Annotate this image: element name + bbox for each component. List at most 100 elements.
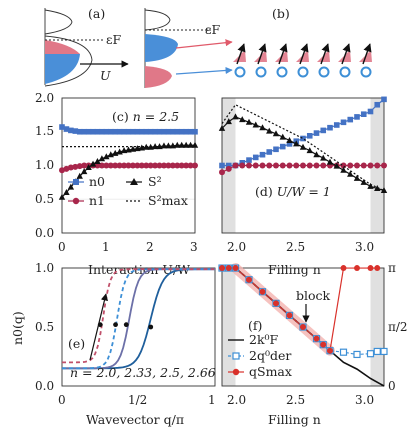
panel-c-series-1-point (112, 162, 119, 169)
panel-c-series-2-point (125, 146, 132, 153)
panel-d-series-2-point (272, 130, 280, 137)
panel-d-series-0-point (259, 151, 266, 158)
panel-d-series-1-point (293, 162, 300, 169)
panel-f-2qder-point (366, 350, 375, 358)
panel-d-series-2-point (333, 162, 340, 169)
panel-c-xtick-3: 3 (190, 240, 198, 254)
panel-c-series-2-point (85, 164, 92, 171)
panel-c-series-0-point (116, 128, 123, 135)
panel-e-curve-2 (61, 268, 215, 370)
panel-c-annotation: (c) n = 2.5 (112, 109, 179, 124)
schematic-a: εF (a) U (44, 6, 129, 87)
panel-label-e: (e) (68, 336, 85, 351)
panel-d-series-1-point (246, 162, 252, 169)
panel-c-series-1-point (174, 162, 181, 169)
panel-f-qsmax-point (219, 265, 225, 272)
panel-d-series-1-point (225, 165, 232, 172)
panel-c-series-0-point (134, 128, 141, 135)
panel-c-series-1-point (187, 162, 194, 169)
panel-f-xtick-2-0: 2.0 (227, 393, 246, 407)
orbital-site (234, 66, 246, 78)
panel-c-series-2-point (89, 160, 97, 167)
panel-f-qsmax-point (340, 265, 347, 272)
panel-c-series-0-point (143, 128, 150, 135)
panel-c-ytick-0: 0.0 (35, 226, 54, 240)
panel-c-series-1-point (183, 162, 190, 169)
panel-c-series-2-point (58, 193, 66, 200)
panel-c-series-1-point (98, 162, 105, 169)
panel-d-series-2-point (380, 186, 388, 193)
panel-d-series-0-point (320, 127, 327, 134)
legend-2qder: 2q⁰der (249, 348, 291, 363)
schematic-b: εF (b) (144, 6, 372, 88)
panel-c-series-1-point (107, 162, 114, 169)
panel-d-xtick-2-0: 2.0 (227, 240, 246, 254)
panel-d-series-1-point (279, 162, 286, 169)
panel-d-series-0-point (327, 124, 333, 131)
panel-d-series-1-point (273, 162, 279, 169)
panel-c: 2.0 1.5 1.0 0.5 0.0 0 1 2 3 Interaction … (35, 91, 199, 277)
panel-f-xtick-3-0: 3.0 (355, 393, 374, 407)
legend-2qder-marker (232, 352, 240, 360)
panel-c-ytick-1: 1.0 (35, 158, 54, 172)
panel-e: 1.0 0.5 0.0 0 1/2 1 Wavevector q/π n0(q)… (10, 261, 216, 427)
panel-c-series-0-point (85, 128, 92, 135)
panel-c-series-0-point (94, 128, 101, 135)
panel-d-series-2-point (306, 147, 313, 154)
panel-f-qsmax-point (367, 265, 374, 272)
panel-f-2qder-point (373, 347, 381, 356)
panel-c-xtick-0: 0 (58, 240, 66, 254)
spin-arrow (257, 43, 267, 65)
panel-c-series-2-point (67, 183, 75, 190)
panel-d-series-1-point (381, 162, 387, 169)
panel-d-series-0-point (306, 133, 313, 139)
panel-d-series-1-point (266, 162, 273, 169)
panel-f-2qder-point (339, 348, 348, 356)
panel-c-series-1-point (94, 162, 101, 169)
panel-e-annotation: n = 2.0, 2.33, 2.5, 2.66 (70, 365, 216, 380)
panel-c-series-0-point (81, 128, 87, 135)
panel-d-series-2-point (347, 170, 354, 177)
panel-c-ytick-2: 2.0 (35, 91, 54, 105)
legend-n1: n1 (89, 193, 105, 208)
panel-f-ytick-0: 0 (388, 379, 396, 393)
spin-chain (233, 43, 372, 78)
legend-n0-marker (73, 179, 79, 185)
panel-d-series-0-point (367, 108, 374, 115)
panel-d-series-2-point (360, 178, 367, 185)
panel-c-series-1-point (125, 162, 132, 169)
upper-band-filled (45, 40, 80, 54)
panel-f-xtick-2-5: 2.5 (286, 393, 305, 407)
panel-d-series-1-point (320, 162, 327, 169)
panel-f-annotation: block (296, 288, 331, 303)
lower-band-filled (45, 54, 80, 84)
mapping-arrow-red (175, 39, 233, 49)
panel-c-series-1-point (147, 162, 154, 169)
panel-f-qsmax-point (320, 341, 327, 348)
panel-c-series-1-point (81, 162, 88, 169)
panel-d-series-0-point (381, 96, 387, 103)
panel-f-frame (221, 267, 385, 387)
panel-d-series-2-point (326, 158, 334, 165)
spin-arrow (362, 43, 372, 65)
panel-d-series-2-point (353, 174, 361, 181)
panel-e-xtick-1: 1 (208, 393, 216, 407)
panel-d-series-0-point (313, 130, 320, 136)
panel-c-series-0-point (112, 128, 118, 135)
spin-arrow (341, 43, 351, 65)
legend-s2-marker (130, 178, 138, 185)
legend-s2max: S²max (148, 193, 188, 208)
panel-e-ytick-1: 1.0 (35, 261, 54, 275)
panel-c-series-0-point (139, 128, 145, 135)
panel-c-series-0-point (130, 128, 136, 135)
panel-f-qsmax-point (273, 300, 279, 307)
panel-d-series-2-point (320, 154, 327, 161)
panel-e-xlabel: Wavevector q/π (86, 412, 184, 427)
panel-d-series-2-point (252, 121, 259, 128)
panel-f-qsmax-point (313, 335, 320, 342)
panel-f-qsmax-point (354, 265, 360, 272)
panel-c-series-2-point (120, 147, 128, 154)
panel-c-series-1-point (72, 163, 79, 170)
fermi-label-a: εF (106, 32, 121, 47)
